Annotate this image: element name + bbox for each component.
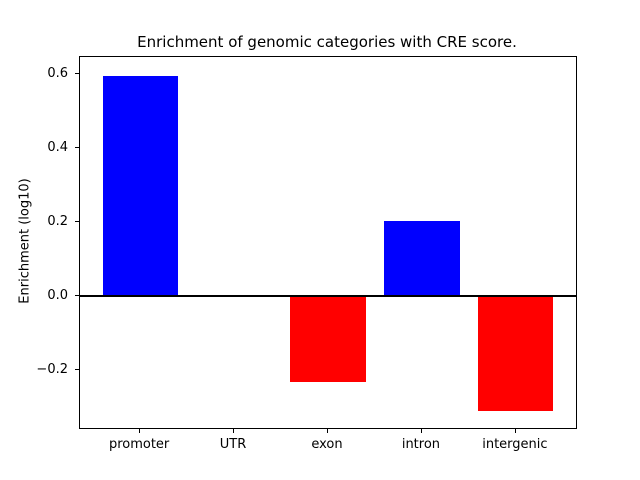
x-tick-mark: [327, 429, 328, 433]
x-tick-label-intergenic: intergenic: [482, 437, 548, 452]
y-tick-mark: [75, 295, 79, 297]
y-tick-label: 0.2: [47, 214, 68, 230]
bar-promoter: [102, 75, 178, 297]
x-tick-mark: [514, 429, 516, 433]
y-tick-mark: [75, 221, 79, 223]
y-axis-label: Enrichment (log10): [17, 178, 33, 304]
bar-intergenic: [478, 296, 554, 412]
y-tick-label: 0.6: [47, 66, 68, 82]
x-tick-label-promoter: promoter: [108, 437, 170, 452]
plot-area: [79, 56, 577, 429]
zero-line: [80, 295, 576, 298]
x-tick-label-exon: exon: [311, 437, 343, 452]
x-tick-label-intron: intron: [401, 437, 441, 452]
x-tick-mark: [139, 429, 141, 433]
y-tick-label: 0.0: [47, 288, 68, 304]
bar-intron: [384, 221, 460, 297]
x-tick-label-UTR: UTR: [219, 437, 247, 452]
y-tick-label: 0.4: [47, 140, 68, 156]
y-tick-label: −0.2: [36, 362, 68, 378]
bar-exon: [290, 296, 366, 383]
chart-title: Enrichment of genomic categories with CR…: [137, 33, 517, 51]
y-tick-mark: [75, 73, 79, 75]
y-tick-mark: [75, 369, 79, 371]
y-tick-mark: [75, 147, 79, 149]
x-tick-mark: [233, 429, 235, 433]
x-tick-mark: [420, 429, 422, 433]
